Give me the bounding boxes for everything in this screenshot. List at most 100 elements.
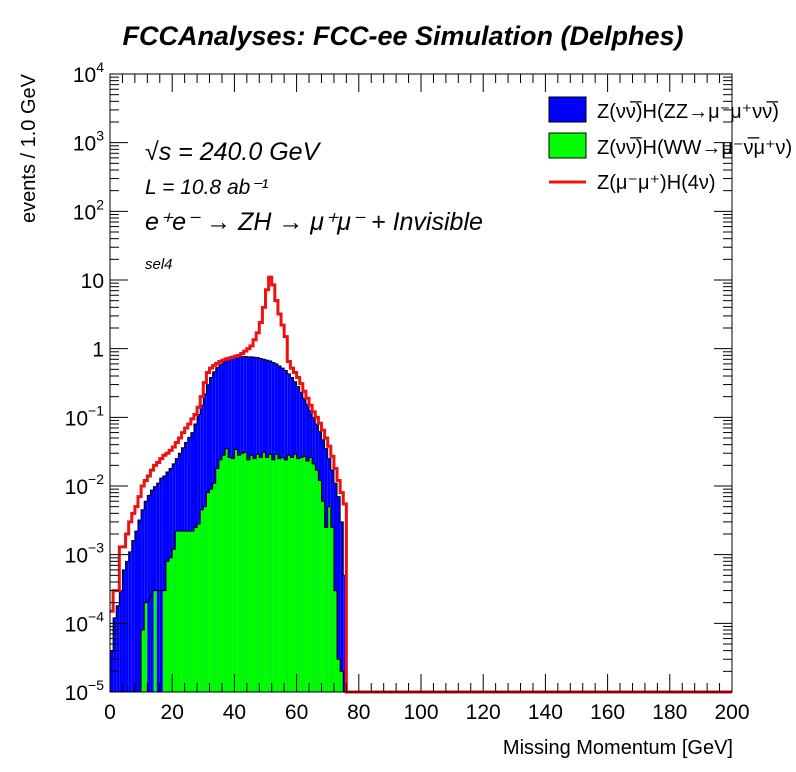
histogram-bin bbox=[125, 561, 129, 692]
histogram-bin bbox=[284, 459, 288, 692]
sqrt-s-annotation: √s = 240.0 GeV bbox=[145, 138, 322, 166]
histogram-bin bbox=[290, 457, 294, 692]
histogram-bin bbox=[212, 483, 216, 692]
y-axis-title: events / 1.0 GeV bbox=[18, 73, 40, 223]
histogram-bin bbox=[113, 617, 117, 692]
histogram-outline bbox=[140, 448, 344, 692]
histogram-bin bbox=[259, 457, 263, 692]
histogram-bin bbox=[141, 509, 145, 692]
histogram-bin bbox=[256, 454, 260, 692]
histogram-bin bbox=[162, 475, 166, 692]
histogram-bin bbox=[281, 457, 285, 692]
histogram-bin bbox=[116, 605, 120, 692]
histogram-bin bbox=[318, 480, 322, 692]
y-tick-label: 10 bbox=[81, 270, 104, 293]
histogram-bin bbox=[337, 496, 341, 692]
x-tick-label: 60 bbox=[285, 701, 308, 724]
histogram-bin bbox=[296, 458, 300, 692]
histogram-bin bbox=[153, 590, 157, 692]
histogram-bin bbox=[262, 452, 266, 692]
histogram-bin bbox=[240, 453, 244, 692]
histogram-bin bbox=[128, 551, 132, 692]
histogram-bin bbox=[172, 549, 176, 692]
histogram-bin bbox=[337, 659, 341, 692]
signal-histogram-series bbox=[110, 275, 732, 694]
x-tick-labels: 0 20 40 60 80 100 120 140 160 180 200 bbox=[104, 701, 749, 724]
histogram-bin bbox=[147, 495, 151, 692]
histogram-bin bbox=[333, 483, 338, 692]
y-tick-label: 10−5 bbox=[65, 677, 105, 705]
histogram-bin bbox=[144, 501, 148, 692]
process-annotation: e⁺e⁻ → ZH → μ⁺μ⁻ + Invisible bbox=[145, 208, 483, 236]
histogram-bin bbox=[277, 458, 282, 692]
luminosity-annotation: L = 10.8 ab⁻¹ bbox=[145, 176, 268, 199]
histogram-bin bbox=[309, 457, 313, 692]
histogram-bin bbox=[330, 527, 334, 692]
x-tick-label: 160 bbox=[590, 701, 625, 724]
histogram-bin bbox=[200, 509, 204, 692]
histogram-bin bbox=[327, 506, 331, 692]
histogram-bin bbox=[209, 489, 213, 692]
histogram-bin bbox=[184, 531, 188, 692]
histogram-bin bbox=[193, 527, 198, 692]
x-tick-label: 80 bbox=[347, 701, 370, 724]
histogram-bin bbox=[141, 629, 145, 692]
histogram-bin bbox=[119, 590, 123, 692]
histogram-bin bbox=[274, 454, 278, 692]
y-tick-label: 103 bbox=[73, 128, 104, 156]
y-tick-labels: 10−5 10−4 10−3 10−2 10−1 1 10 102 103 104 bbox=[65, 59, 105, 705]
x-axis-title: Missing Momentum [GeV] bbox=[503, 737, 733, 759]
histogram-bin bbox=[265, 457, 269, 692]
histogram-bin bbox=[231, 458, 235, 692]
legend-label-zz: Z(νν̅)H(ZZ→μ⁻μ⁺νν̅) bbox=[597, 100, 779, 123]
histogram-bin bbox=[156, 483, 160, 692]
histogram-bin bbox=[134, 531, 138, 692]
histogram-bin bbox=[340, 671, 344, 692]
y-tick-label: 10−2 bbox=[65, 471, 105, 499]
histogram-bin bbox=[299, 457, 303, 692]
histogram-bin bbox=[312, 463, 316, 692]
legend-swatch-ww bbox=[548, 132, 587, 159]
histogram-bin bbox=[343, 575, 347, 692]
histogram-bin bbox=[153, 486, 157, 692]
y-tick-label: 104 bbox=[73, 59, 104, 87]
histogram-bin bbox=[249, 455, 254, 692]
x-tick-label: 100 bbox=[403, 701, 438, 724]
histogram-bin bbox=[137, 519, 142, 692]
histogram-bin bbox=[302, 456, 306, 692]
histogram-bin bbox=[305, 461, 310, 692]
histogram-bin bbox=[287, 455, 291, 692]
y-tick-label: 10−4 bbox=[65, 608, 105, 636]
histogram-bin bbox=[150, 490, 154, 692]
histogram-bin bbox=[215, 468, 219, 692]
histogram-bin bbox=[340, 521, 344, 692]
histogram-bin bbox=[221, 455, 226, 692]
histogram-bin bbox=[169, 557, 173, 692]
histogram-bin bbox=[122, 569, 126, 692]
histogram-bin bbox=[165, 561, 170, 692]
ww-histogram-series bbox=[140, 448, 344, 692]
histogram-bin bbox=[234, 449, 238, 692]
histogram-bin bbox=[324, 527, 328, 692]
histogram-bin bbox=[253, 458, 257, 692]
histogram-bin bbox=[178, 531, 182, 692]
legend-label-ww: Z(νν̅)H(WW→μ⁻ν̅μ⁺ν) bbox=[597, 136, 792, 159]
histogram-bin bbox=[218, 459, 222, 692]
x-tick-label: 20 bbox=[161, 701, 184, 724]
histogram-bin bbox=[206, 492, 210, 692]
legend: Z(νν̅)H(ZZ→μ⁻μ⁺νν̅) Z(νν̅)H(WW→μ⁻ν̅μ⁺ν) … bbox=[548, 96, 792, 194]
legend-swatch-zz bbox=[548, 96, 587, 123]
histogram-bin bbox=[203, 506, 207, 692]
histogram-bin bbox=[175, 531, 179, 692]
x-tick-label: 200 bbox=[714, 701, 749, 724]
selection-annotation: sel4 bbox=[145, 256, 173, 273]
histogram-bin bbox=[131, 540, 135, 692]
histogram-bin bbox=[293, 454, 297, 692]
x-tick-label: 0 bbox=[104, 701, 116, 724]
histogram-bin bbox=[333, 590, 338, 692]
histogram-bin bbox=[228, 457, 232, 692]
x-tick-label: 140 bbox=[528, 701, 563, 724]
x-tick-label: 40 bbox=[223, 701, 246, 724]
histogram-bin bbox=[162, 590, 166, 692]
